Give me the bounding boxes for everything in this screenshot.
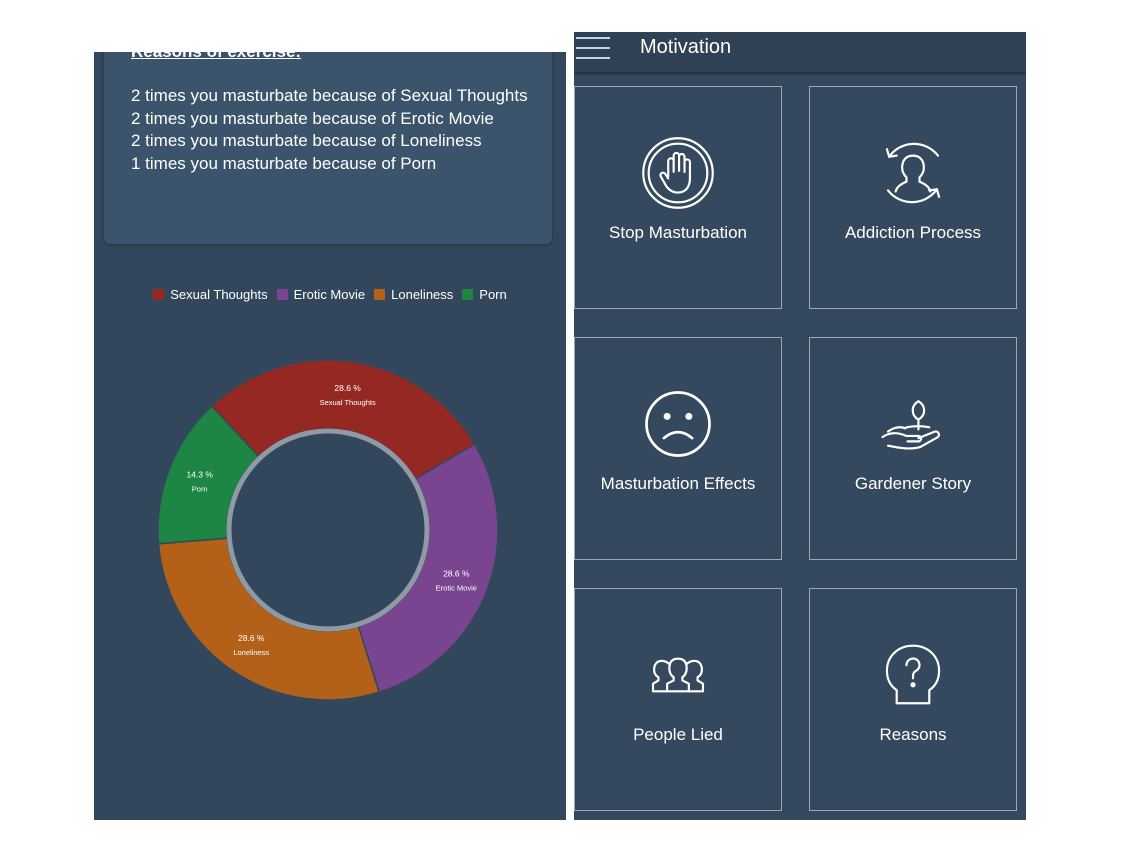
slice-category-label: Loneliness [233, 648, 269, 657]
tile-addiction-process[interactable]: Addiction Process [809, 86, 1017, 309]
sad-face-icon [645, 391, 711, 457]
donut-chart: 28.6 % Sexual Thoughts 28.6 % Erotic Movie 2… [157, 359, 499, 701]
donut-slice-sexual-thoughts[interactable] [210, 359, 476, 480]
donut-hole [226, 428, 430, 632]
chart-legend: Sexual Thoughts Erotic Movie Loneliness … [94, 287, 566, 302]
legend-swatch [374, 289, 386, 300]
tile-label: Addiction Process [844, 223, 982, 242]
tile-masturbation-effects[interactable]: Masturbation Effects [574, 337, 782, 560]
legend-label: Porn [479, 287, 507, 302]
statistics-screen: Reasons of exercise: 2 times you masturb… [94, 52, 566, 820]
legend-item[interactable]: Sexual Thoughts [153, 287, 268, 302]
tile-label: People Lied [633, 725, 723, 744]
reason-line: 2 times you masturbate because of Sexual… [131, 86, 528, 105]
legend-item[interactable]: Erotic Movie [276, 287, 366, 302]
tile-stop-masturbation[interactable]: Stop Masturbation [574, 86, 782, 309]
legend-label: Erotic Movie [293, 287, 366, 302]
legend-label: Sexual Thoughts [170, 287, 268, 302]
reasons-list: 2 times you masturbate because of Sexual… [131, 85, 549, 175]
app-bar: Motivation [574, 32, 1026, 72]
legend-swatch [153, 289, 165, 300]
slice-category-label: Sexual Thoughts [320, 398, 376, 407]
tile-reasons[interactable]: Reasons [809, 588, 1017, 811]
legend-item[interactable]: Loneliness [374, 287, 453, 302]
tile-label: Masturbation Effects [600, 474, 756, 493]
reason-line: 2 times you masturbate because of Loneli… [131, 131, 482, 150]
legend-label: Loneliness [391, 287, 454, 302]
donut-slice-erotic-movie[interactable] [357, 443, 499, 694]
addiction-cycle-icon [885, 142, 941, 204]
slice-value-label: 28.6 % [238, 633, 265, 643]
donut-slice-porn[interactable] [157, 405, 260, 545]
people-group-icon [651, 657, 705, 693]
donut-slice-loneliness[interactable] [157, 537, 381, 701]
tile-label: Gardener Story [854, 474, 972, 493]
tile-gardener-story[interactable]: Gardener Story [809, 337, 1017, 560]
slice-category-label: Erotic Movie [436, 583, 477, 592]
legend-item[interactable]: Porn [462, 287, 507, 302]
slice-value-label: 28.6 % [334, 383, 361, 393]
slice-value-label: 28.6 % [443, 568, 470, 578]
reason-line: 2 times you masturbate because of Erotic… [131, 108, 494, 128]
tile-people-lied[interactable]: People Lied [574, 588, 782, 811]
reasons-card: Reasons of exercise: 2 times you masturb… [104, 52, 552, 244]
app-title: Motivation [640, 36, 732, 58]
stop-hand-icon [642, 137, 714, 209]
legend-swatch [276, 289, 288, 300]
slice-value-label: 14.3 % [186, 470, 213, 480]
reason-line: 1 times you masturbate because of Porn [131, 153, 437, 173]
legend-swatch [462, 289, 474, 300]
hamburger-menu-icon[interactable] [576, 37, 610, 59]
reasons-heading: Reasons of exercise: [131, 52, 301, 62]
head-question-icon [885, 644, 941, 705]
tile-label: Stop Masturbation [609, 223, 747, 242]
slice-category-label: Porn [192, 485, 208, 494]
plant-in-hand-icon [881, 400, 941, 450]
motivation-screen: Motivation Stop Masturbation Addiction P… [574, 32, 1026, 820]
tile-label: Reasons [879, 725, 947, 744]
